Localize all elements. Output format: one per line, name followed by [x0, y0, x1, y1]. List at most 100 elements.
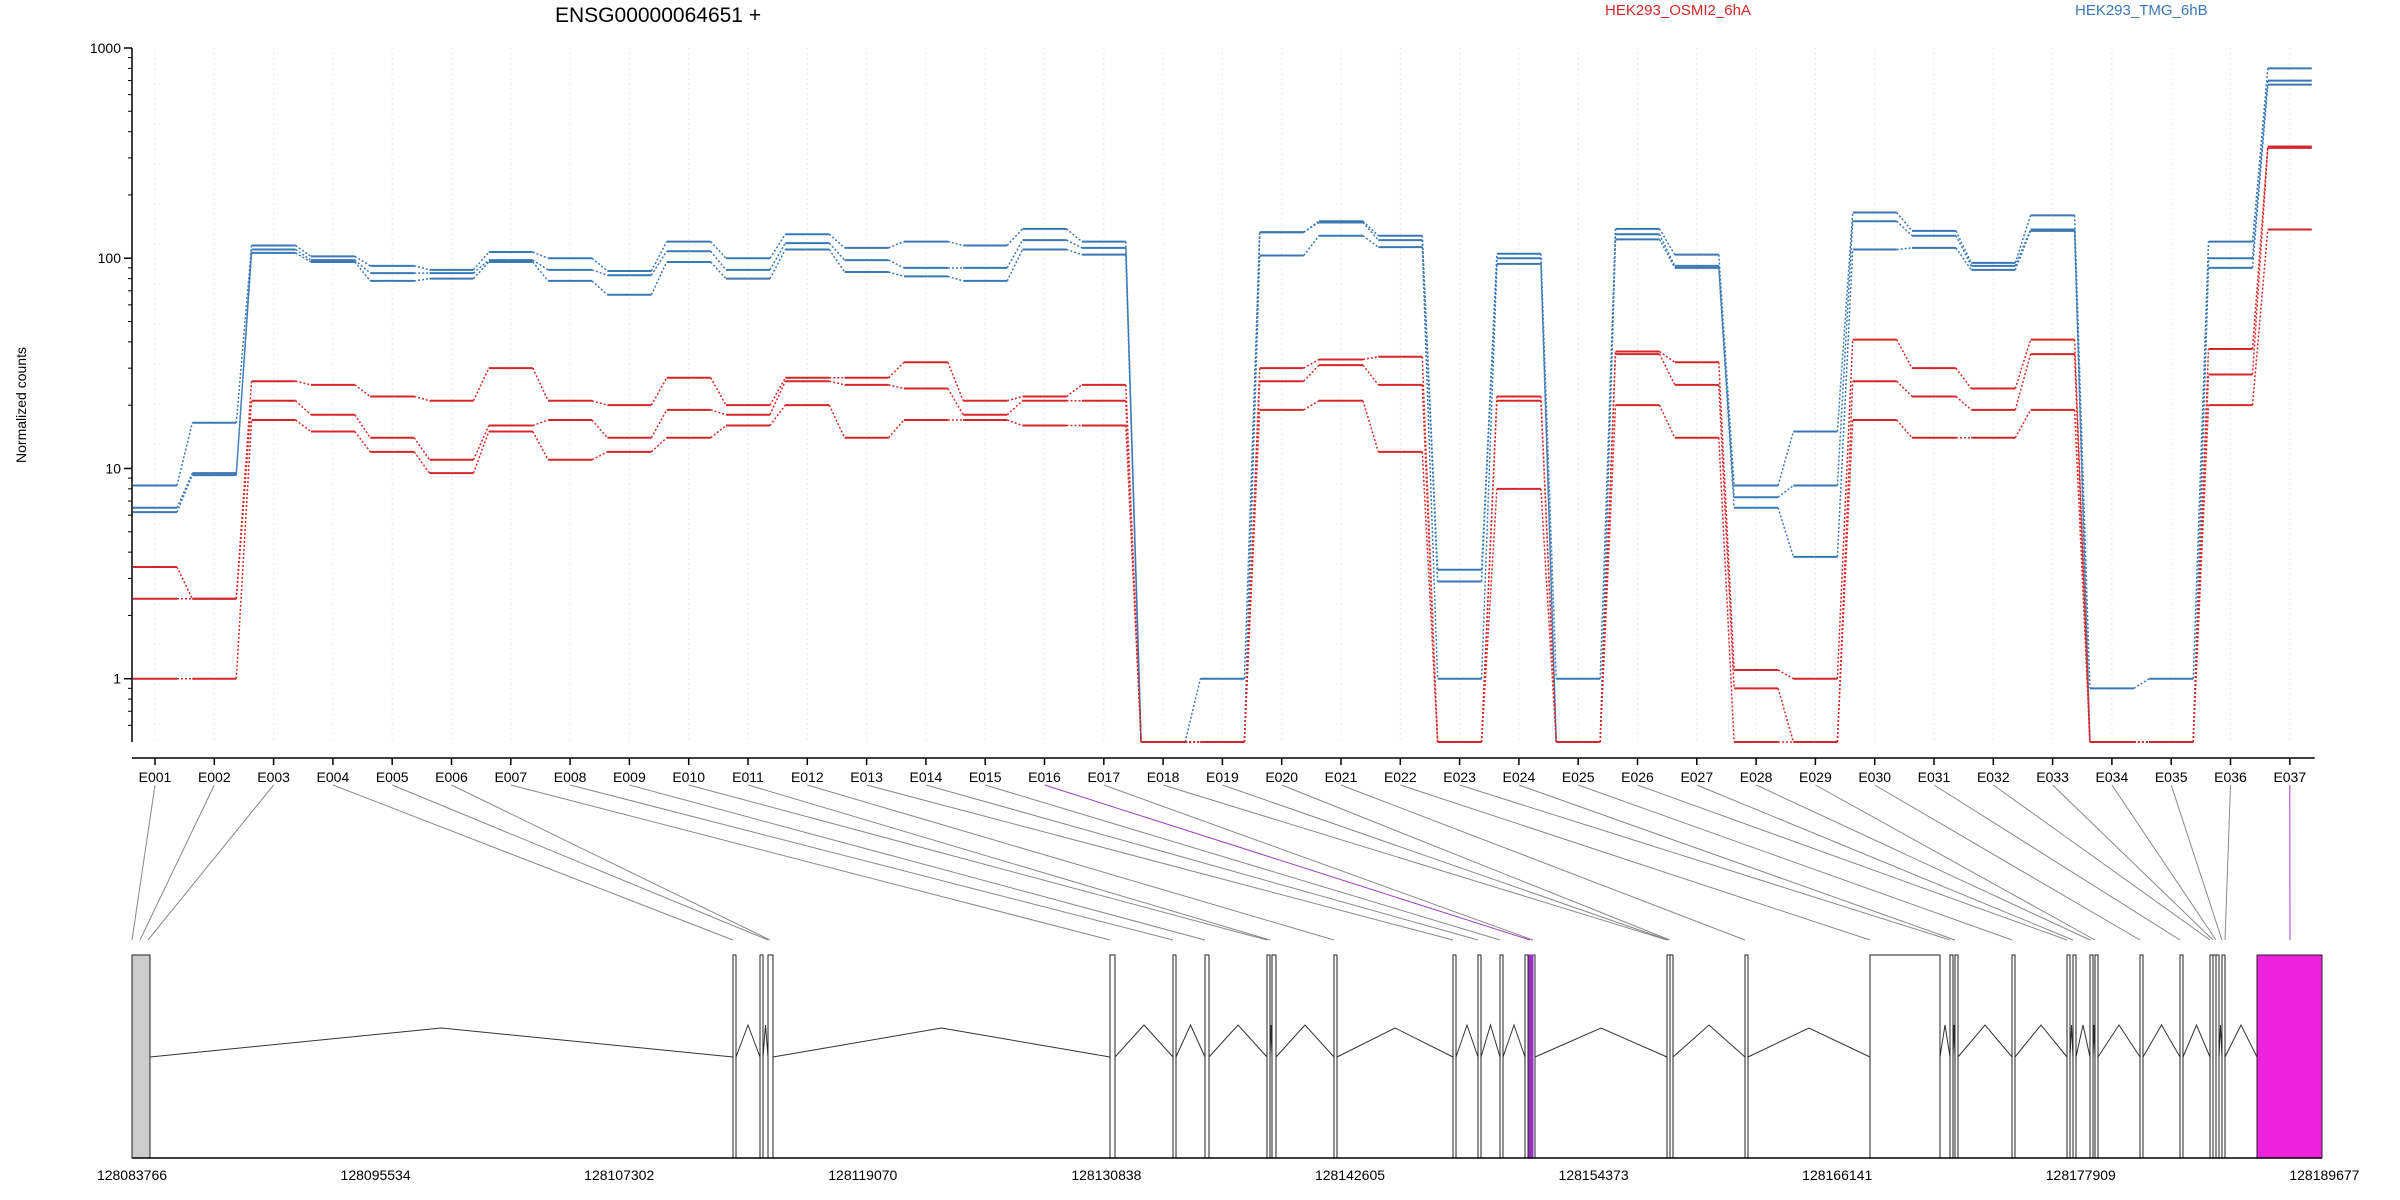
- step-E015: [1006, 400, 1024, 416]
- intron: [1957, 1024, 2013, 1058]
- exon-label-E035: E035: [2155, 769, 2188, 785]
- connector-E005: [392, 784, 769, 941]
- connector-E023: [1459, 784, 1951, 941]
- step-E006: [472, 367, 490, 402]
- step-E028: [1777, 507, 1795, 558]
- exon-label-E027: E027: [1680, 769, 1713, 785]
- step-E012: [828, 249, 846, 273]
- step-E030: [1896, 419, 1913, 439]
- step-E005: [414, 265, 430, 271]
- legend-entry-tmg: HEK293_TMG_6hB: [2075, 2, 2208, 19]
- step-E030: [1896, 247, 1913, 251]
- step-E008: [591, 400, 608, 406]
- step-E011: [769, 380, 786, 416]
- step-E020: [1303, 235, 1320, 256]
- step-E007: [532, 251, 549, 259]
- step-E029: [1836, 381, 1854, 743]
- step-E016: [1066, 248, 1083, 256]
- step-E020: [1303, 400, 1320, 411]
- step-E004: [354, 431, 371, 453]
- exon-label-E034: E034: [2096, 769, 2129, 785]
- connector-E009: [629, 784, 1206, 941]
- exon-block: [1524, 954, 1529, 1159]
- exon-block-highlighted: [1528, 954, 1534, 1159]
- step-E007: [532, 259, 549, 271]
- step-E001: [176, 422, 194, 486]
- exon-label-E005: E005: [376, 769, 409, 785]
- intron: [2142, 1024, 2181, 1058]
- intron: [762, 1024, 769, 1058]
- step-E026: [1659, 350, 1676, 363]
- step-E008: [591, 257, 608, 272]
- exon-label-E036: E036: [2214, 769, 2247, 785]
- step-E033: [2073, 339, 2091, 743]
- connector-E022: [1400, 784, 1871, 941]
- exon-label-E008: E008: [554, 769, 587, 785]
- step-E023: [1480, 258, 1498, 582]
- connector-E007: [510, 784, 1111, 941]
- step-E017: [1125, 254, 1142, 743]
- step-E014: [947, 240, 964, 247]
- step-E026: [1658, 404, 1676, 439]
- step-E008: [591, 269, 608, 276]
- step-E007: [532, 367, 549, 402]
- step-E031: [1955, 235, 1972, 267]
- step-E001: [176, 566, 193, 600]
- intron: [1480, 1023, 1501, 1058]
- exon-label-E017: E017: [1087, 769, 1120, 785]
- intron: [2224, 1023, 2258, 1058]
- step-E035: [2192, 267, 2210, 743]
- step-E023: [1480, 263, 1498, 679]
- step-E008: [591, 280, 608, 296]
- step-E013: [888, 259, 905, 269]
- step-E023: [1480, 400, 1498, 743]
- step-E015: [1006, 419, 1023, 427]
- step-E002: [235, 400, 253, 599]
- connector-E026: [1637, 784, 2068, 941]
- step-E020: [1303, 221, 1320, 233]
- step-E018: [1184, 678, 1202, 743]
- exon-label-E026: E026: [1621, 769, 1654, 785]
- step-E024: [1540, 253, 1557, 679]
- step-E024: [1540, 258, 1557, 743]
- step-E002: [235, 252, 253, 476]
- step-E014: [947, 388, 964, 416]
- step-E033: [2073, 215, 2091, 689]
- exon-block: [1669, 954, 1674, 1159]
- step-E003: [295, 244, 312, 258]
- step-E028: [1777, 669, 1794, 680]
- step-E012: [828, 404, 846, 439]
- step-E035: [2192, 374, 2210, 743]
- y-axis: 1000 100 10 1: [90, 40, 133, 742]
- exon-block: [2221, 954, 2226, 1159]
- step-E003: [295, 248, 312, 261]
- exon-block: [1452, 954, 1457, 1159]
- step-E031: [1955, 230, 1972, 264]
- step-E005: [413, 437, 431, 461]
- step-E032: [2014, 409, 2032, 439]
- step-E036: [2251, 68, 2269, 242]
- step-E033: [2073, 409, 2091, 743]
- step-E013: [888, 240, 905, 249]
- step-E016: [1066, 384, 1083, 398]
- intron: [1275, 1024, 1335, 1058]
- connector-E021: [1340, 784, 1746, 941]
- exon-block: [2215, 954, 2220, 1159]
- step-E035: [2192, 241, 2210, 679]
- connector-E001: [131, 784, 156, 941]
- exon-label-E002: E002: [198, 769, 231, 785]
- step-E016: [1066, 228, 1083, 243]
- step-E001: [176, 472, 193, 509]
- exon-block: [1477, 954, 1482, 1159]
- exon-block: [1271, 954, 1277, 1159]
- exon-label-E003: E003: [257, 769, 290, 785]
- exon-label-E004: E004: [317, 769, 350, 785]
- step-E015: [1006, 239, 1024, 269]
- exon-label-E031: E031: [1918, 769, 1951, 785]
- gene-model: [131, 954, 2323, 1159]
- step-E003: [295, 400, 312, 416]
- step-E009: [650, 241, 668, 272]
- exon-label-E001: E001: [139, 769, 172, 785]
- step-E021: [1362, 400, 1380, 453]
- step-E003: [295, 419, 312, 433]
